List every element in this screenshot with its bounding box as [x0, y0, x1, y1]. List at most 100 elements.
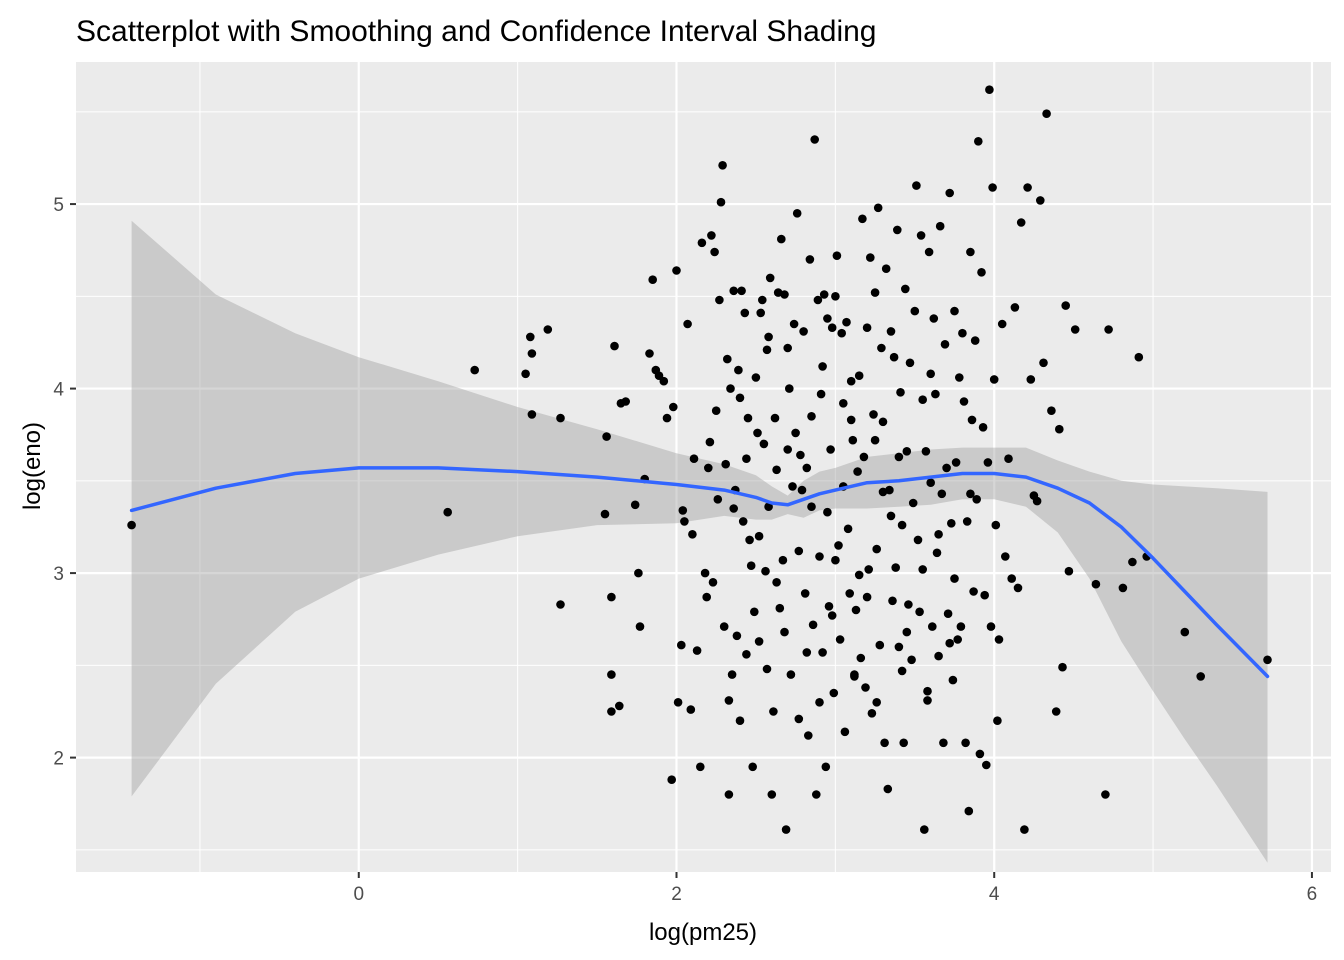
data-point [821, 762, 831, 772]
data-point [897, 666, 907, 676]
data-point [956, 622, 966, 631]
data-point [662, 413, 672, 423]
data-point [939, 738, 948, 748]
data-point [969, 587, 978, 596]
data-point [127, 520, 136, 530]
data-point [748, 762, 757, 772]
data-point [1047, 406, 1056, 416]
data-point [607, 592, 616, 602]
data-point [816, 389, 826, 399]
data-point [982, 760, 991, 770]
data-point [1036, 196, 1045, 205]
data-point [704, 463, 713, 473]
data-point [862, 592, 872, 602]
data-point [1055, 424, 1064, 434]
data-point [758, 295, 767, 305]
data-point [846, 415, 856, 425]
data-point [901, 284, 910, 294]
data-point [745, 535, 754, 545]
data-point [924, 247, 934, 257]
data-point [692, 646, 702, 655]
data-point [716, 197, 726, 207]
data-point [729, 286, 738, 296]
data-point [974, 137, 983, 146]
data-point [881, 264, 891, 274]
data-point [1032, 496, 1042, 506]
data-point [689, 454, 699, 464]
data-point [839, 399, 848, 408]
data-point [928, 622, 937, 631]
data-point [962, 517, 972, 526]
data-point [700, 568, 710, 578]
data-point [780, 290, 789, 299]
data-point [947, 519, 956, 528]
data-point [978, 423, 988, 432]
data-point [854, 570, 864, 580]
data-point [902, 627, 912, 637]
data-point [905, 358, 915, 368]
data-point [802, 648, 812, 657]
data-point [988, 183, 997, 192]
data-point [794, 546, 804, 556]
data-point [634, 568, 643, 578]
data-point [883, 784, 893, 794]
data-point [975, 749, 985, 759]
data-point [1070, 325, 1080, 334]
data-point [826, 445, 835, 454]
data-point [1004, 454, 1013, 464]
data-point [827, 323, 837, 333]
data-point [818, 362, 827, 371]
data-point [742, 650, 751, 659]
data-point [602, 432, 611, 441]
data-point [832, 251, 842, 260]
data-point [945, 638, 954, 648]
data-point [738, 517, 748, 526]
data-point [845, 589, 854, 598]
data-point [775, 603, 785, 613]
data-point [683, 319, 692, 329]
data-point [1039, 358, 1048, 368]
data-point [915, 607, 924, 617]
plot-panel [76, 62, 1331, 872]
data-point [1118, 583, 1128, 593]
data-point [970, 336, 980, 345]
data-point [835, 635, 845, 644]
data-point [753, 428, 762, 438]
data-point [648, 275, 657, 285]
data-point [829, 688, 839, 698]
data-point [812, 790, 821, 799]
data-point [1101, 790, 1110, 799]
data-point [961, 738, 970, 748]
data-point [904, 600, 913, 609]
data-point [543, 325, 553, 334]
data-point [737, 286, 746, 296]
data-point [772, 578, 781, 587]
data-point [1007, 574, 1016, 583]
data-point [894, 642, 904, 652]
x-tick-label: 2 [671, 884, 682, 905]
data-point [600, 509, 610, 519]
data-point [951, 458, 961, 467]
data-point [732, 631, 742, 641]
data-point [856, 653, 866, 663]
data-point [908, 498, 918, 508]
data-point [710, 247, 719, 257]
chart-title: Scatterplot with Smoothing and Confidenc… [76, 15, 877, 48]
data-point [843, 524, 853, 534]
data-point [1263, 655, 1272, 665]
data-point [697, 238, 707, 248]
data-point [726, 384, 735, 393]
data-point [942, 463, 951, 473]
data-point [1042, 109, 1051, 118]
data-point [1001, 552, 1010, 561]
data-point [848, 435, 858, 445]
data-point [1058, 662, 1067, 672]
data-point [853, 467, 862, 476]
data-point [929, 314, 939, 323]
data-point [867, 709, 877, 718]
data-point [777, 234, 786, 244]
data-point [1023, 183, 1032, 192]
data-point [899, 738, 908, 748]
y-tick-label: 4 [53, 380, 64, 401]
